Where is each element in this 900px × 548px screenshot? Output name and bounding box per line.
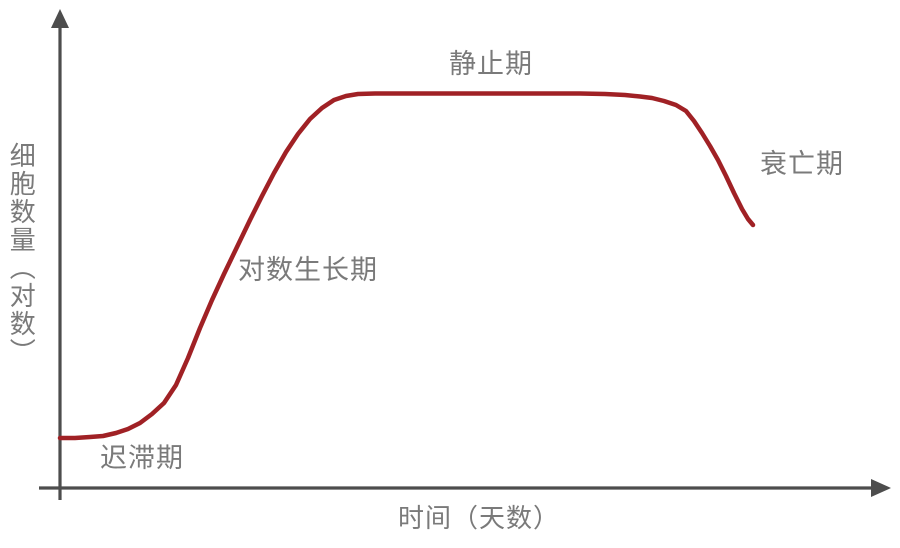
label-lag-phase: 迟滞期 [100, 443, 184, 473]
label-stationary-phase: 静止期 [449, 49, 533, 79]
label-death-phase: 衰亡期 [760, 149, 844, 179]
growth-curve [57, 91, 756, 441]
x-axis-arrowhead-icon [871, 479, 891, 497]
label-log-growth-phase: 对数生长期 [238, 255, 378, 285]
y-axis-title: 细胞数量（对数） [6, 142, 37, 366]
x-axis-title: 时间（天数） [398, 503, 561, 533]
y-axis-arrowhead-icon [51, 9, 69, 28]
